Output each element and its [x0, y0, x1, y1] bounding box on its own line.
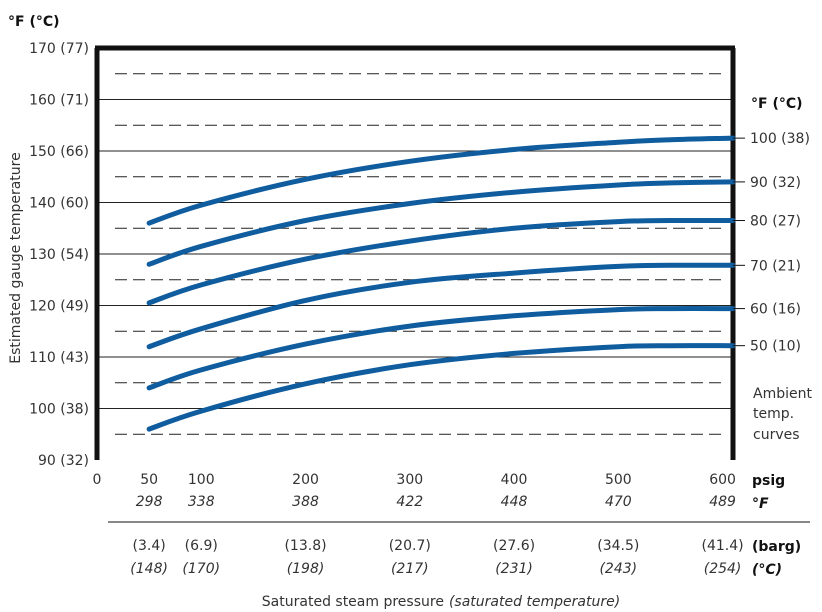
- x-tick-f-100: 338: [188, 494, 215, 510]
- curve-3: [146, 217, 736, 306]
- x-tick-f-500: 470: [605, 494, 632, 510]
- label-layer: 90 (32) 100 (38) 110 (43) 120 (49) 130 (54) 1…: [29, 41, 810, 578]
- y-tick-label-100: 100 (38): [29, 402, 89, 418]
- x-tick-c-50: (148): [130, 561, 168, 577]
- x-tick-f-400: 448: [501, 494, 528, 510]
- x-tick-barg-400: (27.6): [493, 538, 535, 554]
- row-label-c: (°C): [752, 562, 782, 578]
- x-tick-psig-400: 400: [501, 472, 528, 488]
- ambient-label-line-2: temp.: [753, 406, 794, 422]
- ambient-label-line-1: Ambient: [753, 386, 812, 402]
- curve-layer: [146, 135, 736, 432]
- x-tick-psig-100: 100: [188, 472, 215, 488]
- x-tick-psig-600: 600: [709, 472, 736, 488]
- row-label-barg: (barg): [752, 539, 801, 555]
- x-tick-f-300: 422: [396, 494, 423, 510]
- y-tick-label-90: 90 (32): [38, 453, 89, 469]
- x-tick-c-500: (243): [599, 561, 637, 577]
- x-tick-c-600: (254): [704, 561, 742, 577]
- x-tick-c-100: (170): [182, 561, 220, 577]
- y-tick-label-110: 110 (43): [29, 350, 89, 366]
- x-tick-f-600: 489: [709, 494, 736, 510]
- y-tick-label-140: 140 (60): [29, 196, 89, 212]
- curve-1: [146, 135, 736, 226]
- row-label-f: °F: [752, 496, 769, 512]
- y-tick-label-150: 150 (66): [29, 144, 89, 160]
- y-tick-label-130: 130 (54): [29, 247, 89, 263]
- ambient-label-line-3: curves: [753, 427, 800, 443]
- y-unit-label: °F (°C): [8, 14, 60, 30]
- x-axis-title-main: Saturated steam pressure: [262, 594, 444, 610]
- x-tick-f-200: 388: [292, 494, 319, 510]
- x-tick-barg-600: (41.4): [702, 538, 744, 554]
- curve-label-2: 90 (32): [750, 175, 801, 191]
- grid-layer: [94, 45, 736, 460]
- x-tick-barg-100: (6.9): [185, 538, 218, 554]
- curve-4: [146, 262, 736, 350]
- x-tick-psig-200: 200: [292, 472, 319, 488]
- x-tick-f-50: 298: [136, 494, 163, 510]
- right-unit-label: °F (°C): [751, 96, 803, 112]
- y-tick-label-160: 160 (71): [29, 93, 89, 109]
- x-tick-c-200: (198): [287, 561, 325, 577]
- x-tick-psig-0: 0: [93, 472, 102, 488]
- x-tick-barg-50: (3.4): [133, 538, 166, 554]
- curve-label-3: 80 (27): [750, 214, 801, 230]
- curve-label-5: 60 (16): [750, 302, 801, 318]
- x-tick-psig-500: 500: [605, 472, 632, 488]
- curve-label-6: 50 (10): [750, 339, 801, 355]
- x-tick-barg-500: (34.5): [597, 538, 639, 554]
- row-label-psig: psig: [752, 473, 785, 489]
- y-tick-label-120: 120 (49): [29, 299, 89, 315]
- curve-label-4: 70 (21): [750, 258, 801, 274]
- x-tick-c-400: (231): [495, 561, 533, 577]
- x-tick-psig-300: 300: [396, 472, 423, 488]
- y-axis-title: Estimated gauge temperature: [8, 152, 24, 363]
- x-tick-barg-300: (20.7): [389, 538, 431, 554]
- curve-5: [146, 306, 736, 391]
- x-tick-c-300: (217): [391, 561, 429, 577]
- y-tick-label-170: 170 (77): [29, 41, 89, 57]
- x-tick-psig-50: 50: [140, 472, 158, 488]
- curve-label-1: 100 (38): [750, 131, 810, 147]
- x-axis-title-italic: (saturated temperature): [449, 594, 620, 610]
- curve-2: [146, 179, 736, 267]
- x-tick-barg-200: (13.8): [284, 538, 326, 554]
- curve-6: [146, 343, 736, 432]
- x-axis-title: Saturated steam pressure (saturated tempe…: [262, 594, 620, 610]
